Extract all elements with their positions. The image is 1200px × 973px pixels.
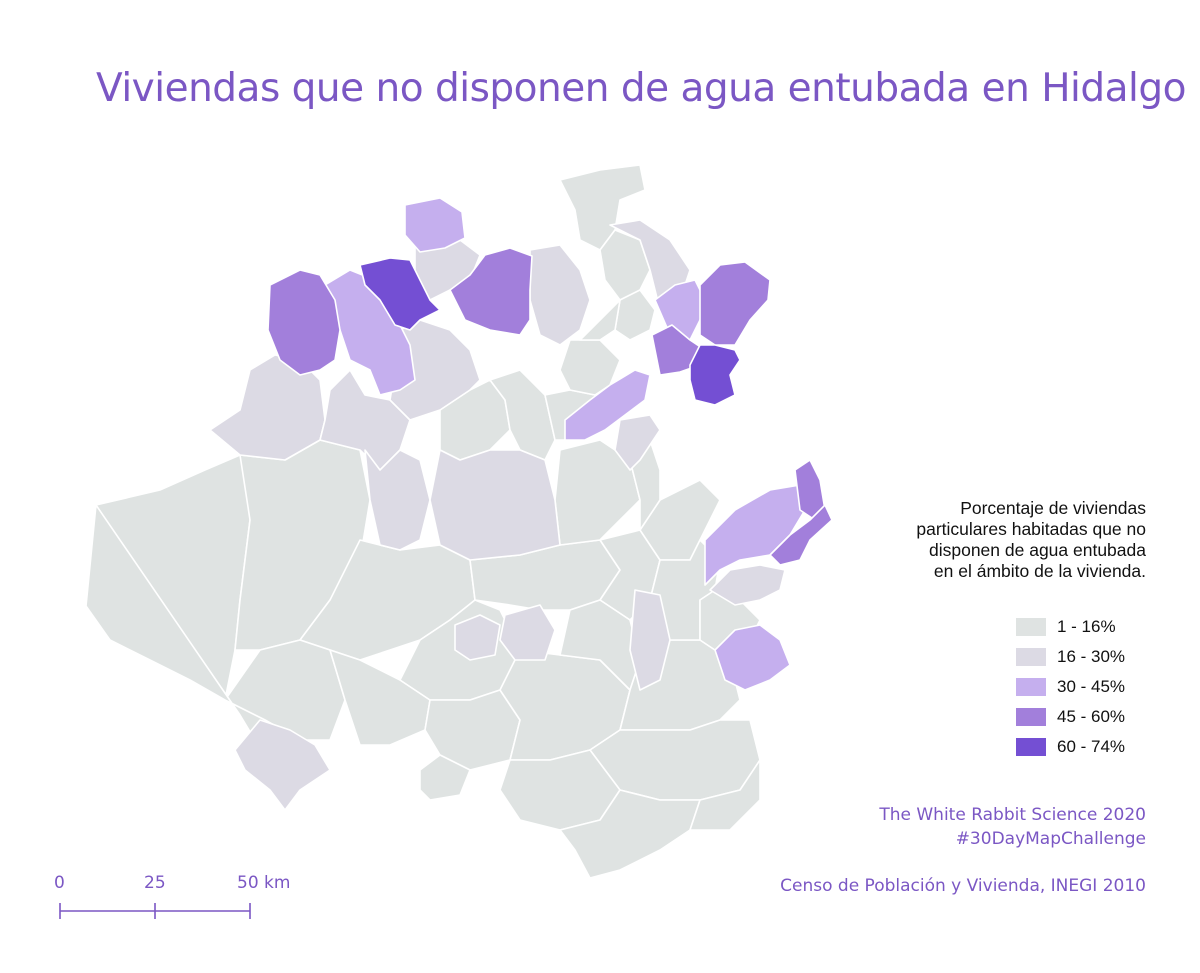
municipality-class-0 [419,754,471,801]
municipality-class-3 [699,261,771,346]
legend-label: 16 - 30% [1057,647,1126,666]
legend-swatch [1016,648,1046,666]
legend-label: 60 - 74% [1057,737,1126,756]
municipality-class-1 [629,589,671,691]
municipality-class-4 [359,257,441,331]
legend-item-1-16: 1 - 16% [1016,617,1116,637]
municipality-class-0 [689,759,761,831]
municipality-class-1 [209,354,326,461]
legend-swatch [1016,678,1046,696]
legend-description-line: en el ámbito de la vivienda. [933,561,1146,581]
municipality-class-4 [689,344,741,406]
legend-item-30-45: 30 - 45% [1016,677,1125,697]
municipality-class-3 [267,269,341,376]
municipality-layer [85,164,833,879]
municipality-class-3 [449,247,533,336]
municipality-class-0 [599,229,651,301]
legend-swatch [1016,618,1046,636]
legend-label: 1 - 16% [1057,617,1116,636]
municipality-class-1 [499,604,556,661]
legend-swatch [1016,738,1046,756]
legend-swatch [1016,708,1046,726]
municipality-class-1 [614,414,661,471]
legend-label: 30 - 45% [1057,677,1126,696]
scale-label-25: 25 [144,873,166,893]
scale-label-50km: 50 km [237,873,291,893]
legend-description-line: particulares habitadas que no [916,519,1146,539]
municipality-class-1 [454,614,501,661]
legend-description-line: Porcentaje de viviendas [960,498,1146,518]
legend-description: Porcentaje de viviendas particulares hab… [826,498,1146,582]
municipality-class-2 [404,197,466,253]
map-title: Viviendas que no disponen de agua entuba… [96,66,1186,111]
credit-hashtag: #30DayMapChallenge [955,829,1146,849]
legend-item-60-74: 60 - 74% [1016,737,1125,757]
scale-bar [59,903,251,919]
legend-description-line: disponen de agua entubada [928,540,1146,560]
credit-author: The White Rabbit Science 2020 [879,805,1146,825]
municipality-class-0 [224,639,346,741]
legend-label: 45 - 60% [1057,707,1126,726]
municipality-class-0 [579,299,621,341]
credit-source: Censo de Población y Vivienda, INEGI 201… [780,876,1146,896]
municipality-class-1 [529,244,591,346]
municipality-class-2 [564,369,651,441]
municipality-class-1 [364,449,431,551]
municipality-class-1 [709,564,786,606]
municipality-class-0 [559,164,646,251]
municipality-class-1 [429,449,561,561]
scale-label-0: 0 [54,873,65,893]
legend-item-45-60: 45 - 60% [1016,707,1125,727]
legend-item-16-30: 16 - 30% [1016,647,1125,667]
municipality-class-1 [234,719,331,811]
municipality-class-2 [714,624,791,691]
municipality-class-3 [769,504,833,566]
